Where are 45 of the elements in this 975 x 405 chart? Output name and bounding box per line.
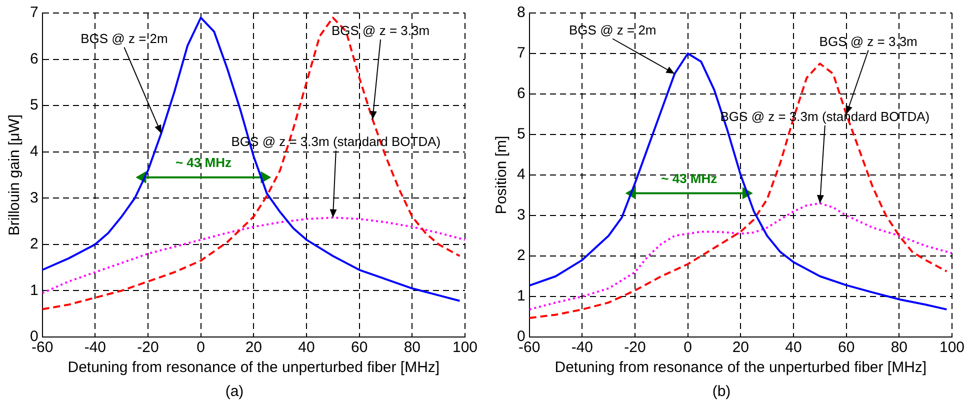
annotation: ~ 43 MHz — [661, 170, 718, 186]
annotation: BGS @ z = 2m — [569, 22, 656, 38]
x-tick-label: 40 — [298, 339, 315, 356]
y-tick-label: 1 — [30, 282, 38, 299]
y-tick-label: 1 — [517, 288, 526, 305]
y-tick-label: 5 — [30, 96, 38, 114]
y-tick-label: 6 — [517, 85, 526, 102]
x-tick-label: 0 — [684, 339, 692, 356]
y-tick-label: 6 — [30, 50, 38, 68]
y-tick-label: 7 — [517, 44, 526, 62]
y-tick-label: 0 — [30, 328, 38, 346]
y-tick-label: 8 — [517, 4, 526, 22]
x-tick-label: 60 — [838, 339, 855, 356]
x-tick-label: 0 — [196, 339, 206, 356]
annotation: ~ 43 MHz — [175, 154, 232, 170]
y-tick-label: 7 — [30, 4, 38, 22]
x-tick-label: 40 — [785, 339, 802, 356]
x-tick-label: -20 — [137, 339, 159, 356]
y-axis-title: Position [m] — [493, 136, 510, 214]
x-tick-label: 80 — [404, 339, 421, 356]
x-tick-label: 80 — [890, 339, 908, 356]
text: (a) — [225, 383, 244, 400]
x-tick-label: 60 — [350, 339, 368, 356]
y-tick-label: 2 — [30, 236, 38, 253]
y-tick-label: 0 — [517, 328, 526, 346]
y-tick-label: 3 — [30, 189, 38, 206]
x-tick-label: -40 — [84, 339, 106, 356]
x-tick-label: 100 — [939, 339, 965, 356]
x-tick-label: 20 — [245, 339, 262, 356]
y-tick-label: 5 — [517, 126, 526, 143]
annotation: BGS @ z = 3.3m — [331, 23, 430, 38]
x-tick-label: -40 — [571, 339, 594, 356]
x-tick-label: 20 — [732, 339, 750, 356]
annotation: BGS @ z = 2m — [80, 30, 168, 46]
x-axis-title: Detuning from resonance of the unperturbed fiber [MHz] — [554, 359, 927, 376]
y-tick-label: 4 — [517, 166, 526, 184]
y-tick-label: 3 — [517, 206, 526, 224]
annotation: BGS @ z = 3.3m — [819, 34, 918, 49]
x-tick-label: 100 — [452, 339, 478, 356]
y-tick-label: 2 — [517, 247, 526, 264]
x-axis-title: Detuning from resonance of the unperturbed fiber [MHz] — [68, 359, 440, 376]
y-tick-label: 4 — [30, 143, 38, 160]
y-axis-title: Brillouin gain [μW] — [6, 114, 24, 236]
x-tick-label: -20 — [624, 339, 646, 356]
text: (b) — [712, 383, 731, 400]
